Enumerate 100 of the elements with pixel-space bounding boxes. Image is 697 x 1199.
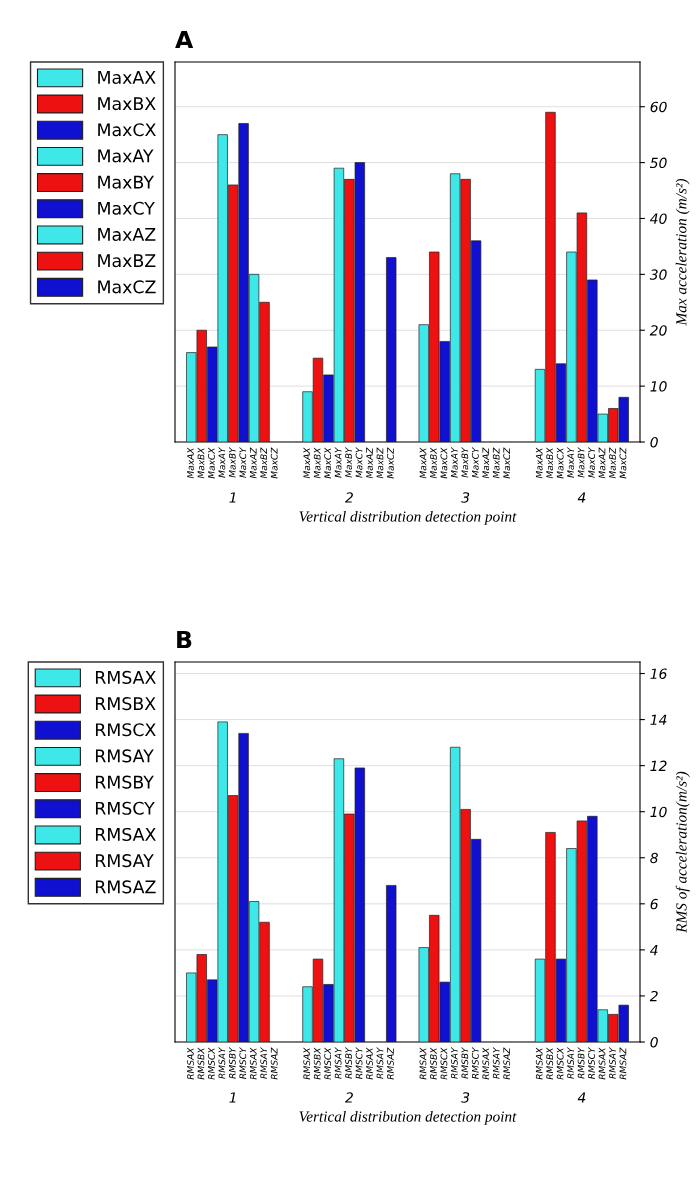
legend-label: MaxBY — [98, 175, 155, 189]
text: MaxBZ — [376, 447, 384, 479]
text: MaxCX — [556, 447, 564, 479]
text: MaxBY — [229, 446, 236, 478]
y-tick-label: 2 — [649, 990, 658, 1002]
legend-label: MaxAY — [98, 149, 154, 163]
legend-label: MaxCZ — [98, 280, 156, 294]
y-tick-label: 6 — [650, 898, 658, 910]
text: RMSBX — [430, 1047, 437, 1080]
legend-label: RMSAY — [95, 854, 154, 868]
text: RMSBY — [461, 1046, 469, 1079]
y-tick-label: 10 — [650, 381, 667, 392]
legend-label: MaxBZ — [98, 254, 156, 268]
text: MaxAZ — [249, 447, 257, 479]
text: MaxCY — [471, 446, 479, 478]
text: RMSCY — [239, 1046, 247, 1079]
text: MaxBX — [313, 447, 321, 479]
text: MaxBX — [430, 447, 437, 479]
text: RMSBX — [546, 1047, 554, 1080]
y-tick-label: 4 — [649, 945, 658, 956]
text: MaxAY — [218, 446, 226, 478]
text: RMSBY — [577, 1046, 585, 1079]
text: MaxBY — [461, 446, 469, 478]
y-tick-label: 40 — [649, 213, 667, 224]
text: RMSAZ — [619, 1047, 627, 1080]
legend-label: RMSAY — [95, 749, 154, 763]
text: MaxCZ — [270, 447, 278, 479]
text: MaxCZ — [619, 447, 627, 479]
text: RMSBX — [313, 1047, 321, 1080]
y-tick-label: 60 — [650, 101, 667, 113]
legend-label: RMSBX — [95, 697, 156, 711]
text: MaxCX — [207, 447, 215, 479]
text: RMSAY — [334, 1046, 342, 1079]
bar — [386, 885, 397, 1042]
text: RMSAX — [366, 1047, 373, 1080]
text: RMSCY — [355, 1046, 363, 1079]
y-tick-label: 30 — [649, 269, 667, 280]
y-axis-title: RMS of acceleration(m/s²) — [675, 771, 690, 933]
x-tick-label: 1 — [229, 1092, 236, 1103]
legend-label: RMSAX — [95, 670, 156, 684]
x-axis-title: Vertical distribution detection point — [299, 1111, 517, 1125]
text: RMSCY — [588, 1046, 595, 1079]
legend-label: RMSAX — [95, 827, 156, 842]
text: RMSCX — [207, 1047, 215, 1080]
legend-label: RMSCX — [95, 723, 156, 737]
text: MaxAX — [535, 447, 543, 479]
x-tick-label: 2 — [345, 492, 353, 503]
y-tick-label: 10 — [650, 806, 667, 818]
legend-label: MaxAZ — [98, 228, 156, 242]
legend-label: MaxCY — [98, 201, 155, 215]
chart-title: A — [175, 30, 194, 49]
text: RMSAZ — [387, 1047, 394, 1080]
text: MaxBZ — [260, 447, 268, 479]
text: RMSAY — [567, 1046, 575, 1079]
text: MaxCZ — [387, 447, 394, 479]
text: RMSAX — [249, 1047, 257, 1080]
x-axis-title: Vertical distribution detection point — [299, 511, 517, 525]
text: MaxCY — [588, 446, 595, 478]
y-tick-label: 14 — [650, 714, 667, 725]
text: MaxAZ — [366, 447, 373, 479]
text: MaxBY — [345, 446, 352, 478]
y-tick-label: 0 — [650, 436, 658, 448]
bar — [386, 257, 397, 442]
x-tick-label: 2 — [345, 1092, 353, 1103]
text: MaxBY — [577, 446, 585, 478]
text: MaxAZ — [598, 447, 606, 479]
text: RMSAY — [260, 1046, 268, 1079]
legend-label: RMSCY — [95, 801, 155, 815]
y-tick-label: 12 — [650, 760, 667, 771]
text: RMSAX — [535, 1047, 543, 1080]
text: MaxCX — [324, 447, 332, 479]
legend-label: MaxAX — [98, 71, 156, 84]
text: RMSAX — [598, 1047, 606, 1080]
legend-label: RMSBY — [95, 775, 154, 789]
text: MaxCY — [355, 446, 363, 478]
text: RMSAY — [450, 1046, 458, 1079]
text: RMSAZ — [503, 1047, 511, 1080]
text: MaxAX — [303, 447, 311, 479]
x-tick-label: 4 — [577, 1092, 586, 1103]
text: MaxBZ — [492, 447, 500, 479]
text: RMSBY — [228, 1046, 236, 1079]
text: MaxCZ — [503, 447, 511, 479]
text: MaxAX — [419, 447, 427, 479]
text: RMSAY — [218, 1046, 226, 1079]
text: RMSAX — [482, 1047, 490, 1080]
text: MaxBX — [546, 447, 554, 479]
y-tick-label: 8 — [650, 852, 658, 864]
text: RMSBY — [345, 1046, 352, 1079]
legend-label: RMSAZ — [95, 880, 156, 894]
text: MaxAX — [187, 447, 194, 479]
text: MaxAY — [567, 446, 575, 478]
chart-title: B — [177, 630, 192, 649]
x-tick-label: 3 — [461, 492, 470, 503]
text: MaxBZ — [609, 447, 616, 479]
x-tick-label: 3 — [461, 1092, 470, 1103]
text: RMSAX — [303, 1047, 311, 1080]
y-tick-label: 20 — [649, 325, 667, 336]
text: RMSCX — [440, 1047, 448, 1080]
y-tick-label: 50 — [650, 157, 667, 169]
text: RMSAY — [609, 1046, 616, 1079]
